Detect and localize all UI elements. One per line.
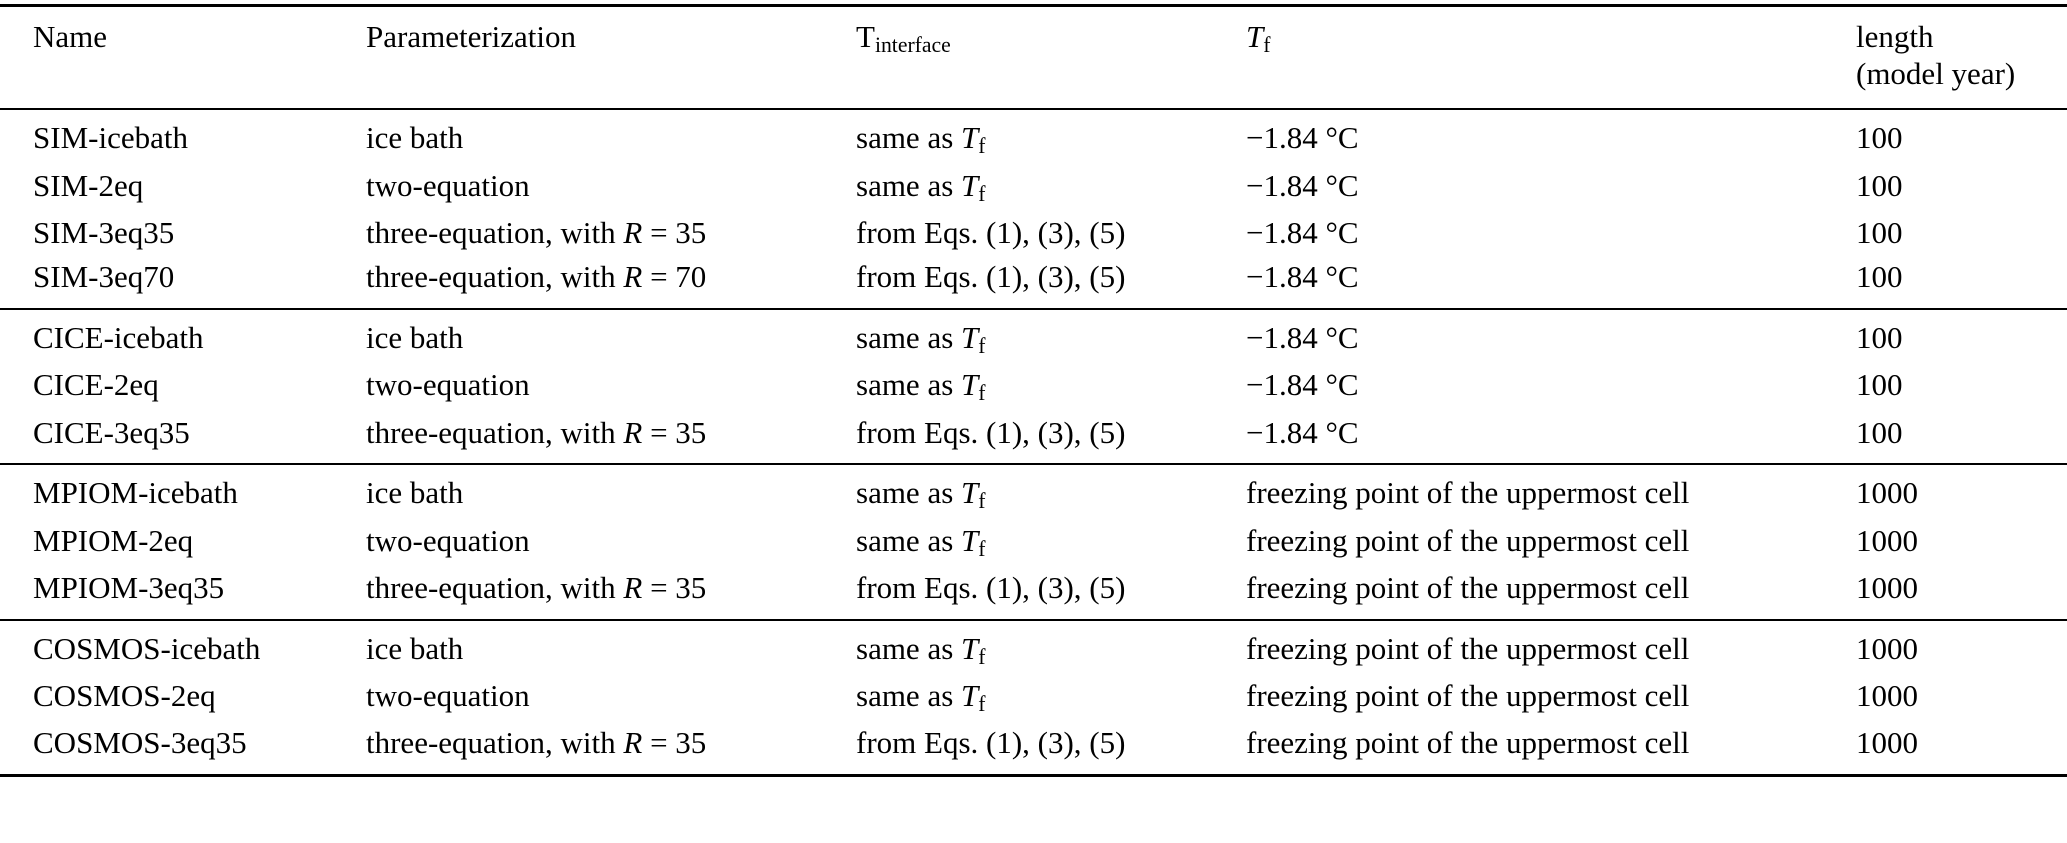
cell-length: 100 <box>1856 414 1903 450</box>
cell-name: CICE-3eq35 <box>33 414 190 450</box>
cell-parameterization: two-equation <box>366 522 530 558</box>
group-cice: CICE-icebath ice bath same as Tf −1.84 °… <box>0 308 2067 465</box>
cell-name: COSMOS-3eq35 <box>33 725 247 761</box>
table-row: SIM-3eq35 three-equation, with R = 35 fr… <box>0 211 2067 256</box>
table-row: CICE-2eq two-equation same as Tf −1.84 °… <box>0 363 2067 410</box>
cell-t-interface: same as Tf <box>856 522 986 561</box>
cell-name: MPIOM-2eq <box>33 522 194 558</box>
cell-length: 1000 <box>1856 678 1918 714</box>
cell-length: 100 <box>1856 308 2067 364</box>
cell-length: 1000 <box>1856 570 1918 606</box>
cell-parameterization: three-equation, with R = 70 <box>366 259 707 295</box>
cell-name: MPIOM-icebath <box>0 463 366 519</box>
cell-name: SIM-3eq35 <box>33 214 175 250</box>
col-header-t-f: Tf <box>1246 5 1856 111</box>
cell-length: 1000 <box>1856 463 2067 519</box>
cell-t-interface: same as Tf <box>856 618 1246 675</box>
cell-name: CICE-2eq <box>33 367 159 403</box>
cell-name: SIM-icebath <box>33 120 188 156</box>
table-row: COSMOS-2eq two-equation same as Tf freez… <box>0 674 2067 721</box>
cell-parameterization: ice bath <box>366 463 856 519</box>
table-header-row: Name Parameterization Tinterface Tf leng… <box>0 5 2067 111</box>
cell-t-f: freezing point of the uppermost cell <box>1246 522 1690 558</box>
cell-name: COSMOS-2eq <box>33 678 216 714</box>
table-row: MPIOM-3eq35 three-equation, with R = 35 … <box>0 566 2067 620</box>
cell-parameterization: ice bath <box>366 120 464 156</box>
cell-t-interface: same as Tf <box>856 308 1246 364</box>
cell-name: SIM-3eq70 <box>33 259 175 295</box>
col-header-length-line1: length <box>1856 19 1934 54</box>
cell-t-interface: same as Tf <box>856 678 986 716</box>
cell-t-f: freezing point of the uppermost cell <box>1246 463 1856 519</box>
col-header-length: length (model year) <box>1856 5 2067 111</box>
group-sim: SIM-icebath ice bath same as Tf −1.84 °C… <box>0 109 2067 309</box>
cell-t-interface: same as Tf <box>856 463 1246 519</box>
cell-name: SIM-2eq <box>33 167 144 203</box>
table-row: CICE-3eq35 three-equation, with R = 35 f… <box>0 411 2067 465</box>
cell-t-interface: from Eqs. (1), (3), (5) <box>856 414 1126 450</box>
table-row: SIM-3eq70 three-equation, with R = 70 fr… <box>0 255 2067 309</box>
cell-parameterization: three-equation, with R = 35 <box>366 570 707 606</box>
group-cosmos: COSMOS-icebath ice bath same as Tf freez… <box>0 618 2067 776</box>
col-header-name: Name <box>0 5 366 111</box>
table-row: MPIOM-icebath ice bath same as Tf freezi… <box>0 463 2067 519</box>
cell-length: 100 <box>1856 214 1903 250</box>
cell-length: 100 <box>1856 167 1903 203</box>
cell-name: CICE-icebath <box>0 308 366 364</box>
cell-parameterization: three-equation, with R = 35 <box>366 414 707 450</box>
cell-t-interface: from Eqs. (1), (3), (5) <box>856 725 1126 761</box>
cell-parameterization: ice bath <box>366 308 856 364</box>
cell-length: 100 <box>1856 259 1903 295</box>
table-row: MPIOM-2eq two-equation same as Tf freezi… <box>0 519 2067 566</box>
cell-t-interface: from Eqs. (1), (3), (5) <box>856 259 1126 295</box>
cell-t-f: freezing point of the uppermost cell <box>1246 725 1690 761</box>
cell-length: 100 <box>1856 120 1903 156</box>
table-row: SIM-icebath ice bath same as Tf −1.84 °C… <box>0 109 2067 163</box>
cell-parameterization: two-equation <box>366 167 530 203</box>
col-header-parameterization: Parameterization <box>366 5 856 111</box>
group-mpiom: MPIOM-icebath ice bath same as Tf freezi… <box>0 463 2067 620</box>
table-row: SIM-2eq two-equation same as Tf −1.84 °C… <box>0 164 2067 211</box>
cell-t-interface: same as Tf <box>856 120 986 158</box>
cell-t-interface: from Eqs. (1), (3), (5) <box>856 214 1126 250</box>
cell-t-interface: from Eqs. (1), (3), (5) <box>856 570 1126 606</box>
cell-t-f: freezing point of the uppermost cell <box>1246 570 1690 606</box>
cell-name: COSMOS-icebath <box>0 618 366 675</box>
cell-t-f: −1.84 °C <box>1246 167 1359 203</box>
table-row: COSMOS-3eq35 three-equation, with R = 35… <box>0 721 2067 775</box>
col-header-length-line2: (model year) <box>1856 55 2016 91</box>
cell-t-f: −1.84 °C <box>1246 214 1359 250</box>
cell-length: 1000 <box>1856 725 1918 761</box>
cell-t-f: −1.84 °C <box>1246 367 1359 403</box>
cell-parameterization: three-equation, with R = 35 <box>366 725 707 761</box>
cell-parameterization: ice bath <box>366 618 856 675</box>
cell-length: 1000 <box>1856 522 1918 558</box>
cell-t-f: −1.84 °C <box>1246 414 1359 450</box>
cell-t-f: freezing point of the uppermost cell <box>1246 678 1690 714</box>
cell-length: 100 <box>1856 367 1903 403</box>
cell-parameterization: two-equation <box>366 678 530 714</box>
cell-t-f: freezing point of the uppermost cell <box>1246 618 1856 675</box>
cell-t-interface: same as Tf <box>856 367 986 406</box>
cell-t-interface: same as Tf <box>856 167 986 206</box>
col-header-t-interface: Tinterface <box>856 5 1246 111</box>
cell-t-f: −1.84 °C <box>1246 308 1856 364</box>
cell-parameterization: three-equation, with R = 35 <box>366 214 707 250</box>
cell-length: 1000 <box>1856 618 2067 675</box>
cell-parameterization: two-equation <box>366 367 530 403</box>
experiments-table: Name Parameterization Tinterface Tf leng… <box>0 4 2067 778</box>
cell-t-f: −1.84 °C <box>1246 120 1359 156</box>
table-row: CICE-icebath ice bath same as Tf −1.84 °… <box>0 308 2067 364</box>
table-row: COSMOS-icebath ice bath same as Tf freez… <box>0 618 2067 675</box>
cell-name: MPIOM-3eq35 <box>33 570 225 606</box>
cell-t-f: −1.84 °C <box>1246 259 1359 295</box>
